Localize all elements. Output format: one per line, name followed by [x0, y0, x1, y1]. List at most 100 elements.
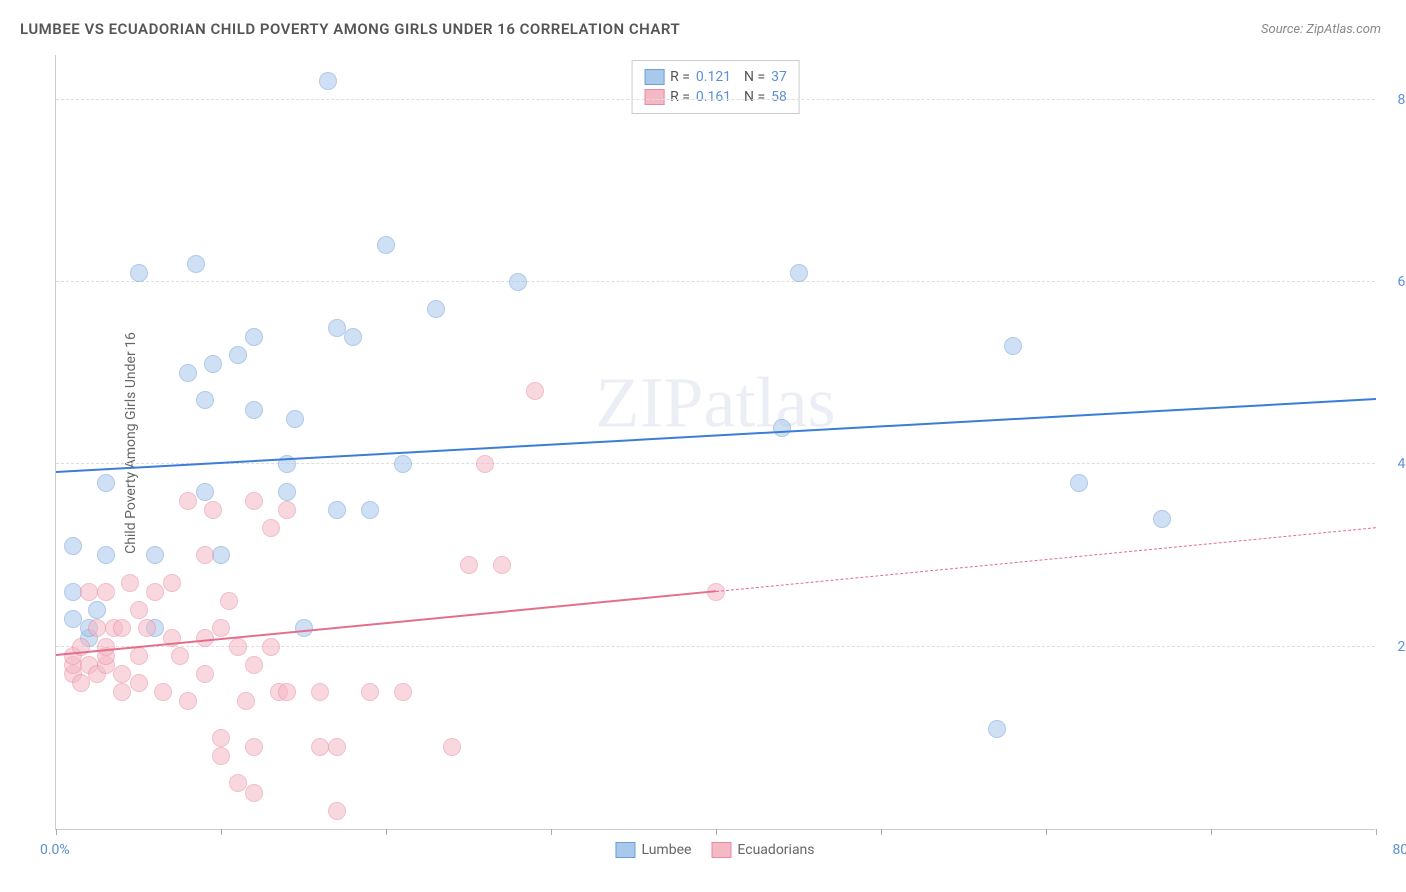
- y-tick-label: 40.0%: [1397, 456, 1406, 472]
- data-point: [278, 483, 296, 501]
- data-point: [179, 364, 197, 382]
- legend-swatch: [644, 89, 664, 105]
- data-point: [377, 236, 395, 254]
- x-tick: [551, 829, 552, 835]
- data-point: [526, 382, 544, 400]
- y-tick-label: 60.0%: [1397, 274, 1406, 290]
- data-point: [245, 738, 263, 756]
- data-point: [988, 720, 1006, 738]
- data-point: [196, 483, 214, 501]
- data-point: [179, 492, 197, 510]
- data-point: [245, 492, 263, 510]
- gridline: [56, 99, 1375, 100]
- data-point: [790, 264, 808, 282]
- x-tick: [1376, 829, 1377, 835]
- legend-r-label: R =: [670, 89, 690, 105]
- legend-swatch: [644, 69, 664, 85]
- legend-r-label: R =: [670, 69, 690, 85]
- data-point: [311, 683, 329, 701]
- data-point: [64, 537, 82, 555]
- data-point: [72, 674, 90, 692]
- data-point: [163, 574, 181, 592]
- x-tick: [1046, 829, 1047, 835]
- data-point: [212, 619, 230, 637]
- data-point: [130, 601, 148, 619]
- data-point: [130, 674, 148, 692]
- legend-n-label: N =: [737, 69, 765, 85]
- data-point: [245, 401, 263, 419]
- data-point: [146, 546, 164, 564]
- y-tick-label: 20.0%: [1397, 639, 1406, 655]
- data-point: [113, 619, 131, 637]
- data-point: [97, 546, 115, 564]
- data-point: [328, 501, 346, 519]
- legend-n-value: 58: [771, 89, 787, 105]
- data-point: [204, 501, 222, 519]
- data-point: [154, 683, 172, 701]
- data-point: [64, 610, 82, 628]
- data-point: [361, 683, 379, 701]
- data-point: [476, 455, 494, 473]
- data-point: [88, 619, 106, 637]
- data-point: [88, 601, 106, 619]
- legend-stats: R = 0.121 N = 37R = 0.161 N = 58: [631, 60, 800, 114]
- data-point: [1153, 510, 1171, 528]
- data-point: [394, 683, 412, 701]
- legend-series-label: Ecuadorians: [737, 842, 814, 858]
- gridline: [56, 463, 1375, 464]
- data-point: [171, 647, 189, 665]
- data-point: [113, 665, 131, 683]
- data-point: [245, 784, 263, 802]
- data-point: [361, 501, 379, 519]
- data-point: [509, 273, 527, 291]
- data-point: [212, 747, 230, 765]
- data-point: [229, 774, 247, 792]
- x-axis-min-label: 0.0%: [40, 842, 70, 858]
- data-point: [1004, 337, 1022, 355]
- gridline: [56, 646, 1375, 647]
- data-point: [319, 72, 337, 90]
- data-point: [212, 729, 230, 747]
- data-point: [204, 355, 222, 373]
- data-point: [328, 802, 346, 820]
- data-point: [220, 592, 238, 610]
- data-point: [64, 583, 82, 601]
- gridline: [56, 281, 1375, 282]
- data-point: [460, 556, 478, 574]
- data-point: [443, 738, 461, 756]
- legend-swatch: [711, 842, 731, 858]
- data-point: [1070, 474, 1088, 492]
- scatter-plot: ZIPatlas R = 0.121 N = 37R = 0.161 N = 5…: [55, 55, 1375, 830]
- data-point: [493, 556, 511, 574]
- data-point: [130, 647, 148, 665]
- data-point: [196, 629, 214, 647]
- chart-title: LUMBEE VS ECUADORIAN CHILD POVERTY AMONG…: [20, 20, 680, 38]
- data-point: [262, 638, 280, 656]
- data-point: [97, 474, 115, 492]
- x-tick: [881, 829, 882, 835]
- data-point: [196, 546, 214, 564]
- x-tick: [56, 829, 57, 835]
- data-point: [113, 683, 131, 701]
- data-point: [138, 619, 156, 637]
- legend-stat-row: R = 0.161 N = 58: [644, 87, 787, 107]
- data-point: [344, 328, 362, 346]
- data-point: [196, 391, 214, 409]
- legend-swatch: [615, 842, 635, 858]
- data-point: [80, 583, 98, 601]
- data-point: [229, 638, 247, 656]
- data-point: [245, 328, 263, 346]
- data-point: [97, 638, 115, 656]
- x-tick: [1211, 829, 1212, 835]
- x-tick: [386, 829, 387, 835]
- y-tick-label: 80.0%: [1397, 92, 1406, 108]
- data-point: [286, 410, 304, 428]
- data-point: [245, 656, 263, 674]
- chart-area: Child Poverty Among Girls Under 16 ZIPat…: [55, 55, 1375, 830]
- data-point: [212, 546, 230, 564]
- data-point: [187, 255, 205, 273]
- legend-r-value: 0.161: [696, 89, 731, 105]
- data-point: [237, 692, 255, 710]
- legend-series-item: Lumbee: [615, 842, 691, 858]
- source-attribution: Source: ZipAtlas.com: [1261, 22, 1381, 37]
